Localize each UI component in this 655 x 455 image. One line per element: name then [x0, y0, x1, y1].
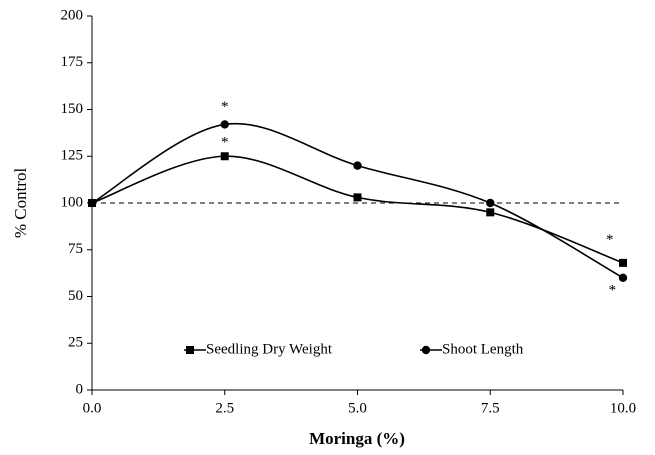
y-tick-label: 0 [76, 381, 84, 397]
x-tick-label: 5.0 [348, 400, 367, 416]
marker [619, 258, 627, 267]
y-tick-label: 175 [61, 54, 84, 70]
y-tick-label: 100 [61, 194, 84, 210]
y-tick-label: 125 [61, 148, 84, 164]
y-tick-label: 75 [68, 241, 83, 257]
legend-label: Shoot Length [442, 341, 524, 357]
marker [87, 198, 97, 208]
x-axis-title: Moringa (%) [309, 429, 405, 448]
y-tick-label: 200 [61, 7, 84, 23]
marker [421, 345, 431, 355]
marker [618, 273, 628, 282]
marker [486, 208, 495, 217]
annotation: * [221, 135, 229, 151]
annotation: * [221, 99, 229, 115]
x-tick-label: 0.0 [83, 400, 102, 416]
marker [353, 161, 362, 170]
x-tick-label: 7.5 [481, 400, 500, 416]
y-tick-label: 50 [68, 288, 83, 304]
series-line [91, 155, 624, 264]
y-tick-label: 25 [68, 335, 83, 351]
annotation: * [606, 232, 614, 248]
legend-label: Seedling Dry Weight [206, 341, 333, 357]
marker [486, 198, 495, 208]
marker [220, 120, 229, 129]
annotation: * [609, 282, 617, 298]
marker [186, 346, 194, 354]
y-axis-title: % Control [11, 168, 30, 239]
marker [353, 193, 362, 202]
marker [220, 152, 229, 161]
y-tick-label: 150 [61, 101, 84, 117]
x-tick-label: 2.5 [215, 400, 234, 416]
x-tick-label: 10.0 [610, 400, 636, 416]
